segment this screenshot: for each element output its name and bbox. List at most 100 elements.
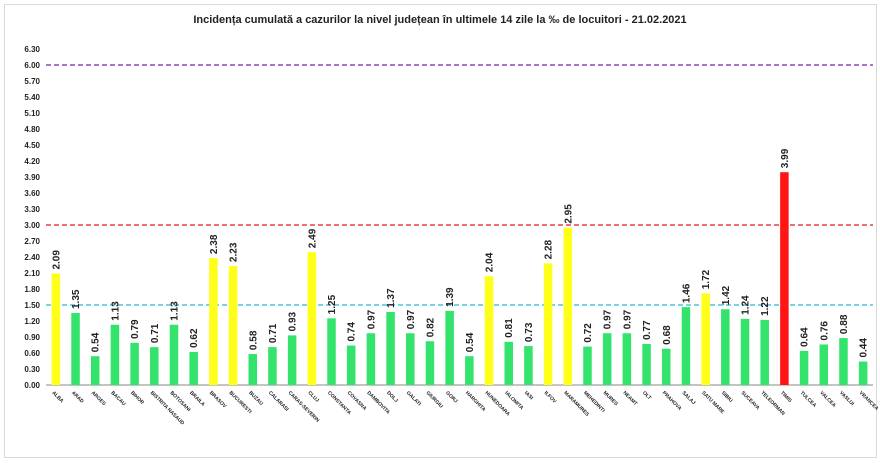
bar	[760, 319, 769, 385]
bar	[819, 344, 829, 385]
bar	[780, 172, 789, 385]
bar	[504, 341, 513, 385]
bar	[602, 333, 612, 385]
y-tick-label: 0.60	[24, 349, 40, 358]
bar	[189, 351, 198, 385]
bar	[425, 341, 435, 385]
bar-value-label: 0.62	[189, 328, 200, 348]
bar-value-label: 0.82	[425, 317, 436, 337]
value-labels: 2.09 1.35 0.54 1.13 0.79 0.71 1.13 0.62 2.38 2.23…	[51, 148, 869, 357]
bar-value-label: 1.37	[386, 288, 397, 308]
bar	[858, 361, 868, 385]
bar	[799, 350, 809, 385]
bar-value-label: 1.22	[760, 296, 771, 316]
bar	[701, 293, 710, 385]
bar-value-label: 0.77	[642, 320, 653, 340]
bar-value-label: 0.81	[504, 318, 515, 338]
bar-value-label: 1.24	[741, 295, 752, 315]
bar	[583, 346, 592, 385]
bar-value-label: 2.04	[485, 252, 496, 272]
bar	[150, 347, 159, 385]
y-axis: 0.00 0.30 0.60 0.90 1.20 1.50 1.80 2.10 2.40 2.70…	[24, 45, 873, 390]
bar	[71, 313, 80, 385]
bar-value-label: 0.72	[583, 323, 594, 343]
y-tick-label: 3.00	[24, 221, 40, 230]
x-tick-label: IASI	[523, 390, 535, 402]
y-tick-label: 1.50	[24, 301, 40, 310]
y-tick-label: 5.10	[24, 109, 40, 118]
x-tick-label: PRAHOVA	[661, 390, 683, 412]
bar	[681, 307, 691, 385]
bar-value-label: 2.28	[544, 239, 555, 259]
bar	[543, 263, 553, 385]
y-tick-label: 4.50	[24, 141, 40, 150]
bar	[642, 343, 651, 385]
x-tick-label: VASLUI	[838, 390, 855, 407]
x-tick-label: ALBA	[50, 390, 64, 404]
x-tick-label: GORJ	[444, 390, 458, 404]
bar	[248, 354, 257, 385]
y-tick-label: 0.30	[24, 365, 40, 374]
chart-title: Incidența cumulată a cazurilor la nivel …	[193, 14, 687, 26]
y-tick-label: 5.40	[24, 93, 40, 102]
x-axis: ALBA ARAD ARGES BACAU BIHOR BISTRITA NASAUDBO…	[50, 390, 879, 427]
bar	[307, 252, 317, 385]
bar-value-label: 0.76	[819, 321, 830, 341]
x-tick-label: MURES	[602, 390, 619, 407]
x-tick-label: ILFOV	[543, 390, 558, 405]
bar	[662, 348, 671, 385]
x-tick-label: NEAMT	[621, 390, 638, 407]
x-tick-label: SALAJ	[681, 390, 697, 406]
bar	[209, 258, 218, 385]
y-tick-label: 4.20	[24, 157, 40, 166]
bar-value-label: 1.13	[169, 301, 180, 321]
x-tick-label: ARAD	[70, 390, 85, 405]
bar	[90, 356, 100, 385]
bar	[386, 311, 395, 385]
bar-value-label: 3.99	[780, 148, 791, 168]
chart-frame	[4, 4, 877, 458]
bar-value-label: 2.23	[229, 242, 240, 262]
bar-value-label: 0.68	[662, 325, 673, 345]
bar	[406, 333, 415, 385]
bar-value-label: 0.97	[406, 309, 417, 329]
x-tick-label: TIMIS	[779, 390, 793, 404]
bar	[51, 273, 61, 385]
bar-value-label: 2.38	[209, 234, 220, 254]
y-tick-label: 1.20	[24, 317, 40, 326]
bar	[130, 342, 139, 385]
y-tick-label: 2.10	[24, 269, 40, 278]
bar	[327, 318, 336, 385]
bar	[110, 324, 120, 385]
bar-value-label: 1.35	[71, 289, 82, 309]
bar	[169, 324, 179, 385]
bar	[228, 266, 238, 385]
bar	[287, 335, 297, 385]
bar-value-label: 2.09	[51, 250, 62, 270]
bar	[740, 318, 750, 385]
bar-value-label: 1.72	[701, 269, 712, 289]
x-tick-label: VALCEA	[818, 390, 837, 409]
bars	[51, 172, 868, 385]
bar-value-label: 0.58	[248, 330, 259, 350]
y-tick-label: 6.00	[24, 61, 40, 70]
bar-value-label: 1.25	[327, 294, 338, 314]
bar	[622, 333, 632, 385]
x-tick-label: SIBIU	[720, 390, 734, 404]
bar	[484, 276, 494, 385]
y-tick-label: 1.80	[24, 285, 40, 294]
y-tick-label: 2.40	[24, 253, 40, 262]
x-tick-label: DOLJ	[385, 390, 399, 404]
threshold-lines	[46, 64, 873, 306]
bar	[563, 227, 573, 385]
bar-value-label: 0.74	[347, 322, 358, 342]
bar	[268, 347, 277, 385]
x-tick-label: BUZAU	[247, 390, 264, 407]
y-tick-label: 0.00	[24, 381, 40, 390]
bar	[346, 345, 356, 385]
bar	[839, 338, 848, 385]
y-tick-label: 3.60	[24, 189, 40, 198]
x-tick-label: SUCEAVA	[740, 390, 761, 411]
bar-value-label: 0.44	[859, 338, 870, 358]
x-tick-label: BACAU	[110, 390, 127, 407]
